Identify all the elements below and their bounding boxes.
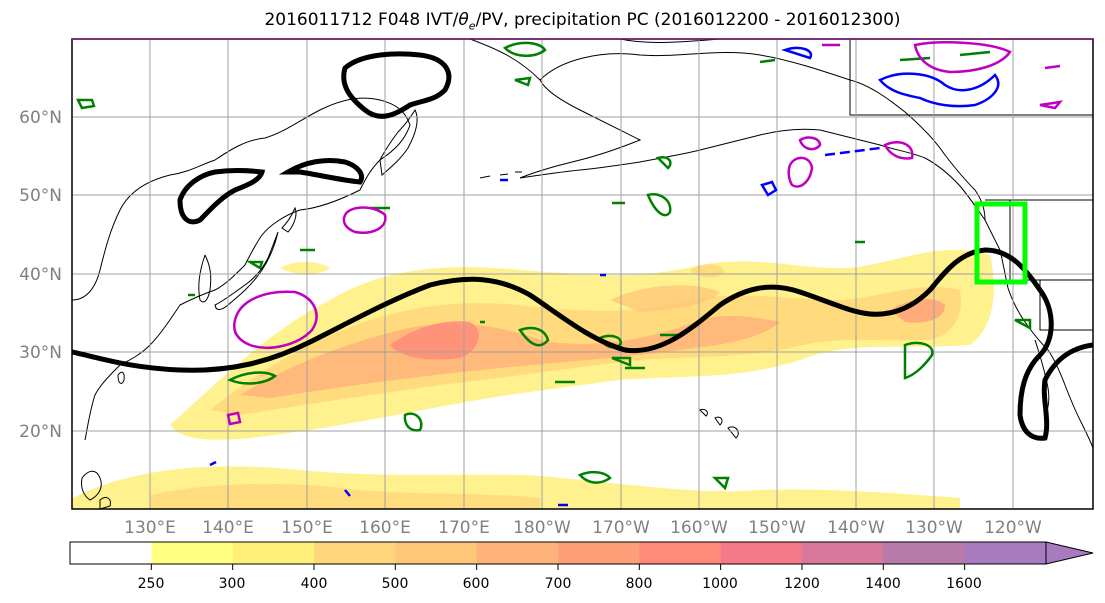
colorbar-cell: [476, 542, 559, 564]
map-title: 2016011712 F048 IVT/θe/PV, precipitation…: [264, 10, 901, 33]
colorbar-cell: [639, 542, 722, 564]
colorbar-label-500: 500: [382, 576, 409, 592]
lon-label-170w: 170°W: [592, 518, 650, 538]
colorbar-cell: [720, 542, 803, 564]
colorbar-cell: [232, 542, 315, 564]
lat-label-50n: 50°N: [19, 186, 62, 206]
colorbar-cell: [151, 542, 234, 564]
lon-label-120w: 120°W: [984, 518, 1042, 538]
ivt-shading: [72, 249, 994, 509]
longitude-labels: 130°E 140°E 150°E 160°E 170°E 180°W 170°…: [124, 518, 1042, 538]
colorbar-cell: [883, 542, 966, 564]
lat-label-40n: 40°N: [19, 265, 62, 285]
colorbar-extend-arrow: [1045, 541, 1094, 565]
lat-label-30n: 30°N: [19, 343, 62, 363]
colorbar-cell: [801, 542, 884, 564]
colorbar-label-1600: 1600: [946, 576, 982, 592]
colorbar-cell: [964, 542, 1047, 564]
colorbar-label-400: 400: [301, 576, 328, 592]
map-area: [72, 39, 1093, 509]
colorbar-label-300: 300: [219, 576, 246, 592]
colorbar: 250 300 400 500 600 700 800 1000 1200 14…: [69, 541, 1094, 592]
colorbar-cell: [557, 542, 640, 564]
colorbar-label-800: 800: [626, 576, 653, 592]
pv-positive-contours: [75, 41, 1032, 491]
graticule: [72, 39, 1093, 509]
lon-label-130e: 130°E: [124, 518, 176, 538]
lon-label-130w: 130°W: [905, 518, 963, 538]
colorbar-cell: [395, 542, 478, 564]
lat-label-60n: 60°N: [19, 108, 62, 128]
lon-label-140w: 140°W: [827, 518, 885, 538]
colorbar-label-700: 700: [545, 576, 572, 592]
lon-label-150w: 150°W: [748, 518, 806, 538]
colorbar-label-1400: 1400: [865, 576, 901, 592]
colorbar-label-1200: 1200: [784, 576, 820, 592]
lon-label-160e: 160°E: [359, 518, 411, 538]
lon-label-160w: 160°W: [670, 518, 728, 538]
lon-label-150e: 150°E: [281, 518, 333, 538]
focus-box: [974, 201, 1028, 285]
colorbar-cell: [70, 542, 152, 564]
ivt-contour: [72, 51, 1093, 441]
colorbar-labels: 250 300 400 500 600 700 800 1000 1200 14…: [138, 576, 982, 592]
colorbar-label-250: 250: [138, 576, 165, 592]
colorbar-label-600: 600: [463, 576, 490, 592]
pv-negative-contours: [209, 46, 1000, 507]
latitude-labels: 60°N 50°N 40°N 30°N 20°N: [19, 108, 62, 442]
lon-label-180w: 180°W: [513, 518, 571, 538]
lon-label-170e: 170°E: [438, 518, 490, 538]
colorbar-cell: [313, 542, 396, 564]
lat-label-20n: 20°N: [19, 422, 62, 442]
colorbar-label-1000: 1000: [702, 576, 738, 592]
lon-label-140e: 140°E: [202, 518, 254, 538]
theta-e-contours: [226, 41, 1064, 426]
